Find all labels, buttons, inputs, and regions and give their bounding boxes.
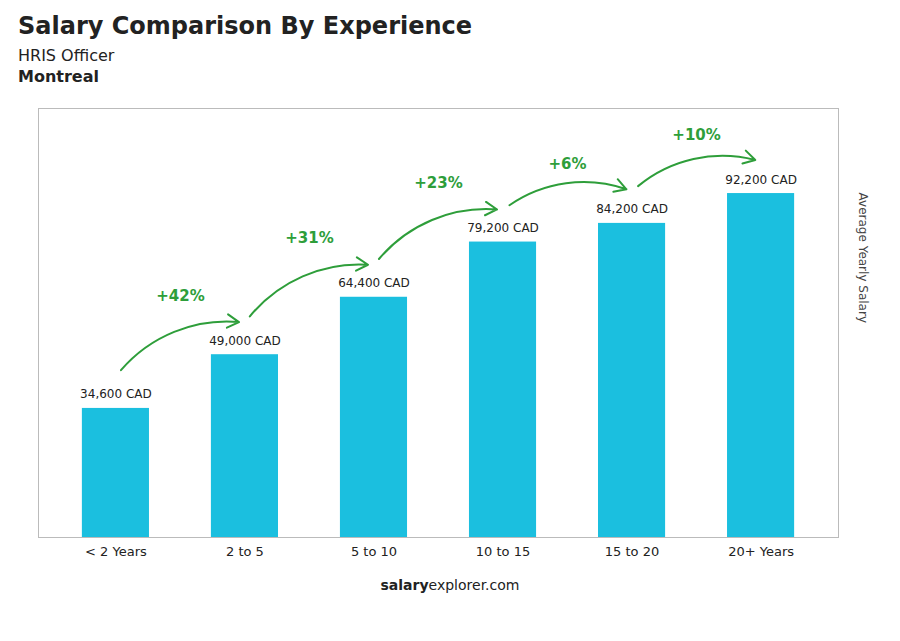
svg-text:+23%: +23% — [414, 174, 462, 192]
svg-text:64,400 CAD: 64,400 CAD — [338, 276, 410, 290]
html-text:Salary Comparison By Experienc: Salary Comparison By Experience — [18, 12, 473, 40]
svg-text:79,200 CAD: 79,200 CAD — [467, 221, 539, 235]
svg-text:34,600 CAD: 34,600 CAD — [80, 387, 152, 401]
svg-text:20+ Years: 20+ Years — [728, 544, 794, 559]
html-text:HRIS Officer: HRIS Officer — [18, 46, 115, 65]
html-text:Montreal: Montreal — [18, 67, 99, 86]
svg-text:+10%: +10% — [672, 126, 720, 144]
svg-text:Average Yearly Salary: Average Yearly Salary — [856, 193, 870, 323]
svg-text:10 to 15: 10 to 15 — [476, 544, 530, 559]
svg-text:2 to 5: 2 to 5 — [226, 544, 264, 559]
svg-text:+31%: +31% — [285, 229, 333, 247]
svg-text:92,200 CAD: 92,200 CAD — [725, 173, 797, 187]
svg-text:5 to 10: 5 to 10 — [351, 544, 397, 559]
svg-text:84,200 CAD: 84,200 CAD — [596, 202, 668, 216]
svg-text:49,000 CAD: 49,000 CAD — [209, 334, 281, 348]
svg-text:< 2 Years: < 2 Years — [85, 544, 147, 559]
svg-text:+42%: +42% — [156, 287, 204, 305]
html-text:salary explorer.com: salary explorer.com — [380, 577, 520, 593]
svg-text:15 to 20: 15 to 20 — [605, 544, 659, 559]
svg-text:+6%: +6% — [549, 155, 587, 173]
